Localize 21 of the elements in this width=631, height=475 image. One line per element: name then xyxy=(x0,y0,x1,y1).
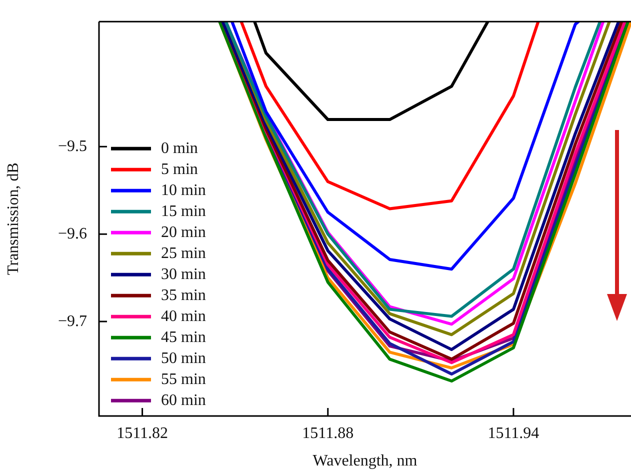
y-tick-label: −9.5 xyxy=(58,138,87,155)
legend-label: 45 min xyxy=(161,328,206,346)
x-axis-title: Wavelength, nm xyxy=(312,452,418,470)
legend-label: 55 min xyxy=(161,370,206,388)
x-tick-label: 1511.88 xyxy=(302,424,354,442)
y-axis-title: Transmission, dB xyxy=(4,162,22,275)
legend-label: 0 min xyxy=(161,140,198,157)
legend-label: 60 min xyxy=(161,392,206,409)
y-tick-label: −9.7 xyxy=(58,312,87,330)
legend-label: 15 min xyxy=(161,202,206,220)
legend-label: 25 min xyxy=(161,244,206,262)
legend-label: 35 min xyxy=(161,286,206,304)
legend-label: 30 min xyxy=(161,266,206,283)
y-tick-label: −9.6 xyxy=(58,225,87,242)
legend-label: 40 min xyxy=(161,308,206,325)
legend-label: 5 min xyxy=(161,160,198,178)
legend-label: 50 min xyxy=(161,350,206,367)
x-tick-label: 1511.82 xyxy=(116,424,168,442)
legend-label: 10 min xyxy=(161,182,206,199)
x-tick-label: 1511.94 xyxy=(488,424,540,442)
legend-label: 20 min xyxy=(161,224,206,241)
